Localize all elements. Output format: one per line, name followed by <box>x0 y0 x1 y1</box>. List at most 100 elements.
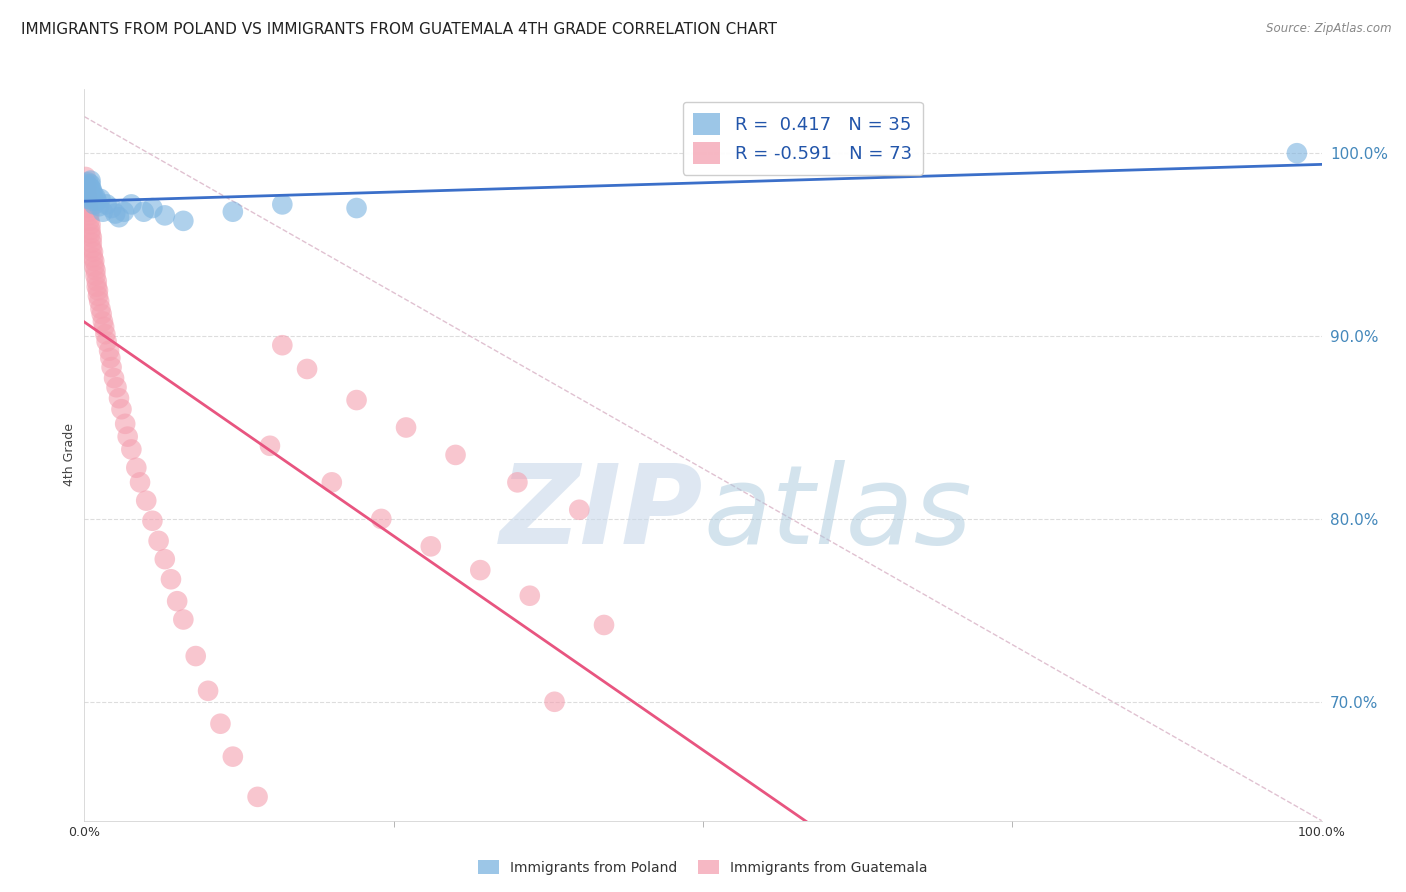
Point <box>141 201 163 215</box>
Point <box>90 307 112 321</box>
Point <box>91 314 114 328</box>
Point <box>93 319 115 334</box>
Point <box>79 204 101 219</box>
Point <box>114 417 136 431</box>
Point <box>79 227 101 241</box>
Legend: Immigrants from Poland, Immigrants from Guatemala: Immigrants from Poland, Immigrants from … <box>472 855 934 880</box>
Point <box>112 204 135 219</box>
Point <box>370 512 392 526</box>
Point <box>82 244 104 259</box>
Point <box>132 204 155 219</box>
Point <box>125 460 148 475</box>
Text: ZIP: ZIP <box>499 460 703 567</box>
Y-axis label: 4th Grade: 4th Grade <box>63 424 76 486</box>
Point <box>77 197 100 211</box>
Point <box>543 695 565 709</box>
Point <box>100 201 122 215</box>
Point <box>77 192 100 206</box>
Point <box>80 190 103 204</box>
Point <box>89 199 111 213</box>
Point <box>83 260 105 274</box>
Point <box>79 223 101 237</box>
Text: IMMIGRANTS FROM POLAND VS IMMIGRANTS FROM GUATEMALA 4TH GRADE CORRELATION CHART: IMMIGRANTS FROM POLAND VS IMMIGRANTS FRO… <box>21 22 778 37</box>
Point <box>89 192 111 206</box>
Point <box>86 274 108 288</box>
Point <box>120 197 142 211</box>
Point <box>79 181 101 195</box>
Point <box>470 563 492 577</box>
Point <box>222 749 245 764</box>
Point <box>76 179 98 194</box>
Point <box>76 178 98 192</box>
Point <box>172 214 194 228</box>
Point <box>271 338 294 352</box>
Point <box>222 204 245 219</box>
Point <box>82 186 104 201</box>
Point <box>96 197 118 211</box>
Point <box>80 230 103 244</box>
Point <box>89 294 111 309</box>
Point <box>98 343 121 358</box>
Point <box>91 204 114 219</box>
Point <box>79 174 101 188</box>
Point <box>506 475 529 490</box>
Point <box>86 279 108 293</box>
Point <box>82 251 104 265</box>
Point <box>197 683 219 698</box>
Point <box>395 420 418 434</box>
Point <box>166 594 188 608</box>
Point <box>1285 146 1308 161</box>
Point <box>79 185 101 199</box>
Point <box>108 211 131 225</box>
Point <box>84 190 107 204</box>
Point <box>79 208 101 222</box>
Point <box>108 391 131 405</box>
Point <box>295 362 318 376</box>
Point <box>83 254 105 268</box>
Point <box>153 208 176 222</box>
Point <box>76 188 98 202</box>
Point <box>172 613 194 627</box>
Point <box>419 539 441 553</box>
Text: atlas: atlas <box>703 460 972 567</box>
Point <box>271 197 294 211</box>
Point <box>246 789 269 804</box>
Point <box>184 649 207 664</box>
Point <box>80 235 103 250</box>
Point <box>259 439 281 453</box>
Point <box>80 241 103 255</box>
Point <box>346 201 368 215</box>
Point <box>75 186 97 201</box>
Point <box>117 430 139 444</box>
Point <box>129 475 152 490</box>
Point <box>77 176 100 190</box>
Point <box>94 327 117 342</box>
Point <box>84 268 107 283</box>
Point <box>444 448 467 462</box>
Point <box>76 183 98 197</box>
Point <box>82 194 104 208</box>
Point <box>77 201 100 215</box>
Point <box>105 380 128 394</box>
Point <box>100 360 122 375</box>
Point <box>83 197 105 211</box>
Point <box>75 169 97 184</box>
Point <box>77 192 100 206</box>
Point <box>104 206 127 220</box>
Point <box>519 589 541 603</box>
Point <box>321 475 343 490</box>
Point <box>84 263 107 277</box>
Point <box>110 402 132 417</box>
Point <box>79 178 101 192</box>
Point <box>96 334 118 349</box>
Point <box>160 572 183 586</box>
Point <box>103 371 125 385</box>
Point <box>141 514 163 528</box>
Point <box>87 289 110 303</box>
Point <box>120 442 142 457</box>
Point <box>77 179 100 194</box>
Text: Source: ZipAtlas.com: Source: ZipAtlas.com <box>1267 22 1392 36</box>
Point <box>75 176 97 190</box>
Point <box>209 716 232 731</box>
Point <box>79 214 101 228</box>
